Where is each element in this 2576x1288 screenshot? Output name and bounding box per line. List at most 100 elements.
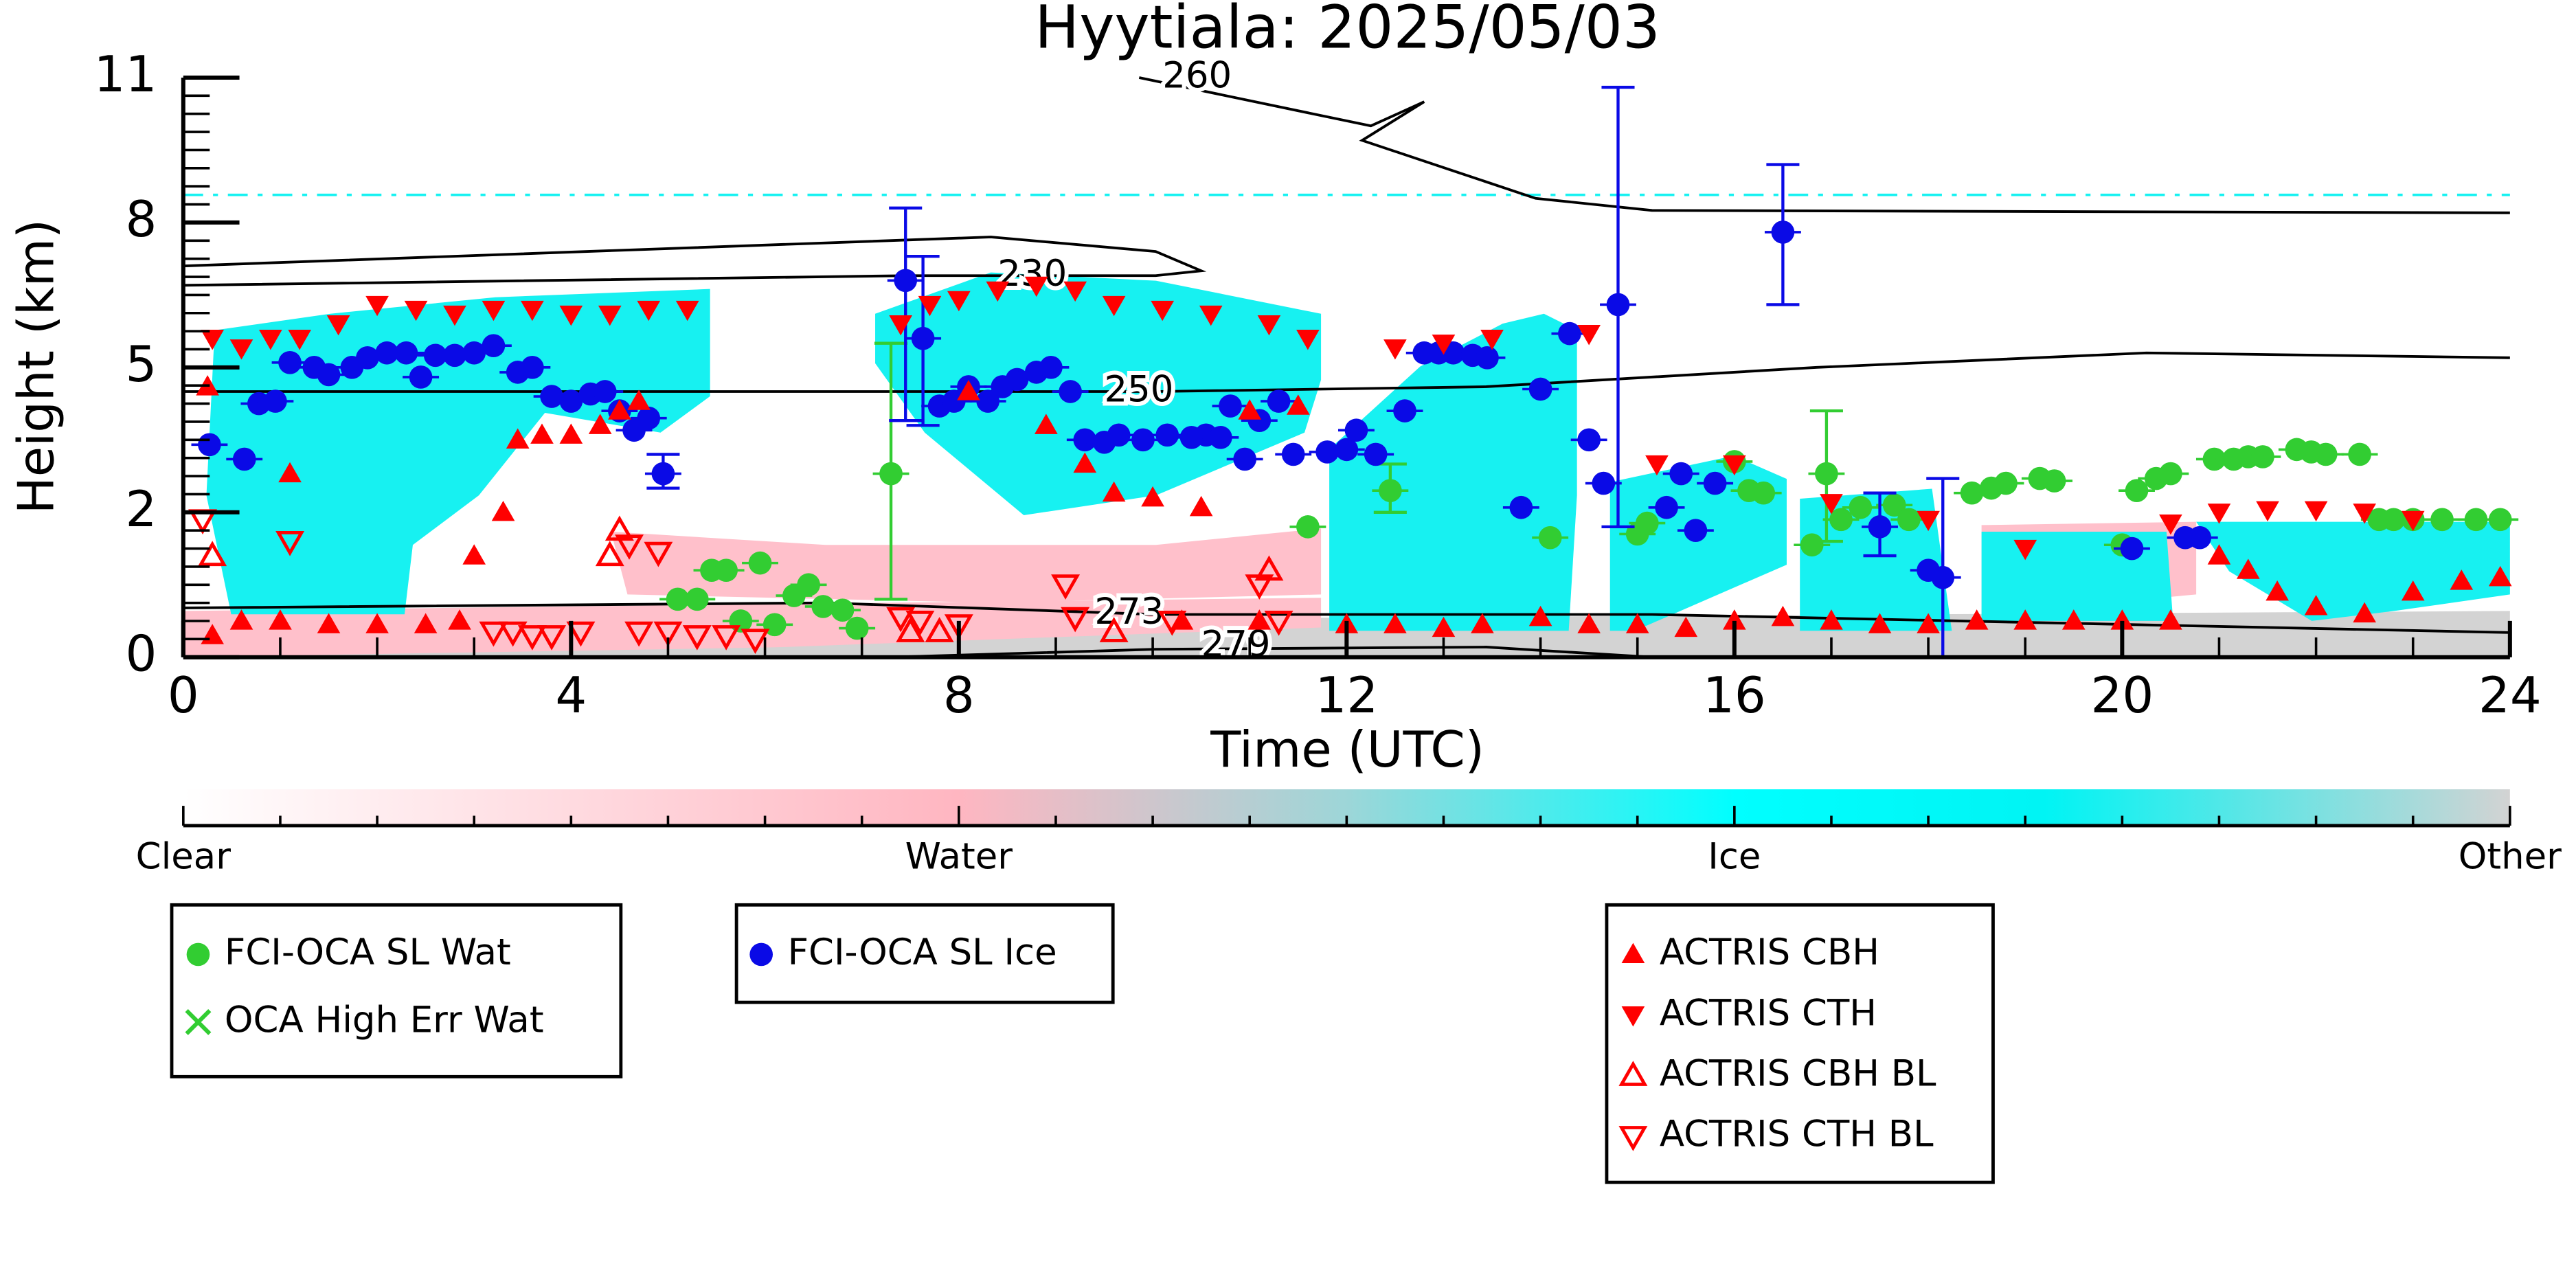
point <box>845 616 869 640</box>
point <box>2188 526 2212 550</box>
point <box>559 423 583 444</box>
point <box>653 621 683 647</box>
point <box>1528 605 1552 626</box>
point <box>2120 536 2144 561</box>
point <box>498 621 528 647</box>
point <box>2110 609 2134 630</box>
point <box>1625 613 1649 633</box>
point <box>1635 511 1659 535</box>
contour-line <box>890 646 1652 659</box>
point <box>947 291 971 312</box>
point <box>1606 293 1630 317</box>
point <box>1771 221 1795 244</box>
point <box>1257 315 1281 336</box>
point <box>1577 325 1601 346</box>
point <box>2304 501 2328 522</box>
point <box>409 365 433 389</box>
point <box>682 625 712 651</box>
point <box>1882 493 1906 517</box>
point <box>1061 607 1090 633</box>
point <box>595 541 624 567</box>
point <box>1189 495 1213 517</box>
point <box>1931 565 1955 589</box>
point <box>462 341 486 365</box>
point <box>905 610 935 636</box>
point <box>2266 580 2289 601</box>
point <box>627 389 651 410</box>
point <box>762 613 787 637</box>
mask-ice <box>1329 313 1577 631</box>
point <box>1245 574 1274 600</box>
point <box>608 399 631 420</box>
point <box>2488 565 2512 587</box>
colorbar-label: Clear <box>136 836 231 878</box>
mask-ice <box>1981 532 2173 621</box>
legends: FCI-OCA SL Wat OCA High Err Wat FCI-OCA SL… <box>170 903 1995 1184</box>
point <box>2061 609 2086 630</box>
point <box>1141 486 1164 507</box>
point <box>624 621 654 647</box>
point <box>1131 428 1155 452</box>
point <box>712 625 741 651</box>
point <box>685 587 709 611</box>
point <box>229 339 253 360</box>
point <box>259 330 282 350</box>
point <box>414 613 438 633</box>
point <box>198 541 227 567</box>
point <box>232 447 256 471</box>
contour-label: 250 <box>1105 369 1174 411</box>
point <box>1364 442 1388 466</box>
point <box>1771 605 1795 626</box>
point <box>2207 504 2231 524</box>
colorbar-label: Water <box>905 836 1013 878</box>
x-tick-label: 0 <box>168 667 199 725</box>
point <box>1099 617 1129 642</box>
point <box>1296 330 1320 350</box>
point <box>651 462 675 486</box>
point <box>1965 609 1989 630</box>
colorbar-label: Other <box>2459 836 2562 878</box>
point <box>365 613 389 633</box>
point <box>894 269 918 293</box>
point <box>886 607 916 633</box>
point <box>598 305 622 326</box>
point <box>2488 508 2512 532</box>
point <box>1102 481 1126 502</box>
point <box>1528 377 1552 401</box>
point <box>666 587 690 611</box>
point <box>375 341 399 365</box>
point <box>198 433 221 457</box>
point <box>1379 479 1402 502</box>
point <box>1471 613 1494 633</box>
point <box>1558 321 1581 346</box>
legend-box <box>170 903 623 1078</box>
point <box>506 428 530 449</box>
x-tick-label: 8 <box>943 667 975 725</box>
point <box>1264 610 1293 636</box>
point <box>1281 442 1305 466</box>
y-tick-label: 5 <box>125 336 157 394</box>
point <box>911 326 935 350</box>
point <box>423 343 447 368</box>
legend-marker <box>749 942 773 967</box>
x-tick-label: 12 <box>1315 667 1378 725</box>
point <box>889 315 912 336</box>
point <box>2202 447 2226 471</box>
point <box>1063 281 1087 302</box>
point <box>1994 471 2018 495</box>
x-tick-label: 4 <box>555 667 587 725</box>
point <box>1059 380 1082 403</box>
error-bar <box>889 206 923 422</box>
point <box>976 389 999 413</box>
point <box>326 315 350 336</box>
point <box>1039 356 1063 379</box>
point <box>879 462 903 486</box>
point <box>1107 423 1131 447</box>
point <box>1476 346 1499 370</box>
point <box>2450 569 2474 590</box>
point <box>593 380 617 403</box>
point <box>1267 389 1291 413</box>
point <box>1674 616 1698 637</box>
